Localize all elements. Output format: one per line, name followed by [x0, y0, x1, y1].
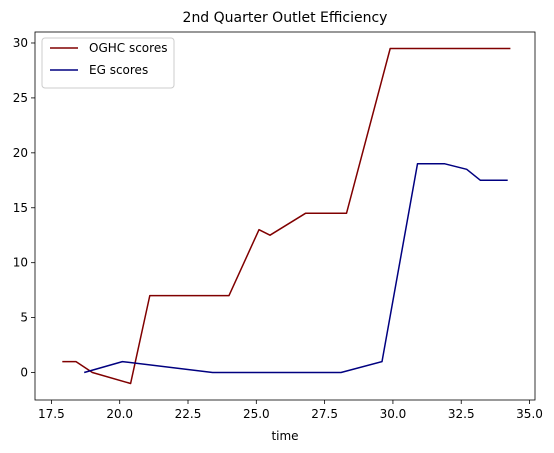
y-tick-label: 10	[13, 256, 28, 270]
y-tick-label: 0	[20, 366, 28, 380]
x-tick-label: 25.0	[243, 407, 270, 421]
y-tick-label: 15	[13, 201, 28, 215]
x-tick-label: 30.0	[380, 407, 407, 421]
legend-label: EG scores	[89, 63, 148, 77]
x-tick-label: 27.5	[311, 407, 338, 421]
y-tick-label: 20	[13, 146, 28, 160]
y-tick-label: 25	[13, 91, 28, 105]
x-axis-label: time	[271, 429, 298, 443]
x-tick-label: 32.5	[448, 407, 475, 421]
legend-box	[41, 37, 175, 89]
x-tick-label: 17.5	[38, 407, 65, 421]
plot-frame	[34, 31, 536, 401]
y-tick-label: 30	[13, 36, 28, 50]
legend: OGHC scores EG scores	[41, 37, 175, 89]
series-line-2	[83, 163, 508, 374]
chart-title: 2nd Quarter Outlet Efficiency	[183, 10, 388, 26]
x-tick-label: 20.0	[106, 407, 133, 421]
series-line-1	[62, 47, 511, 385]
x-tick-label: 35.0	[516, 407, 543, 421]
x-axis: 17.5 20.0 22.5 25.0 27.5 30.0 32.5 35.0	[38, 400, 543, 421]
legend-label: OGHC scores	[89, 41, 167, 55]
x-tick-label: 22.5	[175, 407, 202, 421]
y-axis: 0 5 10 15 20 25 30	[13, 36, 35, 380]
y-tick-label: 5	[20, 311, 28, 325]
plot-marks	[62, 47, 511, 385]
